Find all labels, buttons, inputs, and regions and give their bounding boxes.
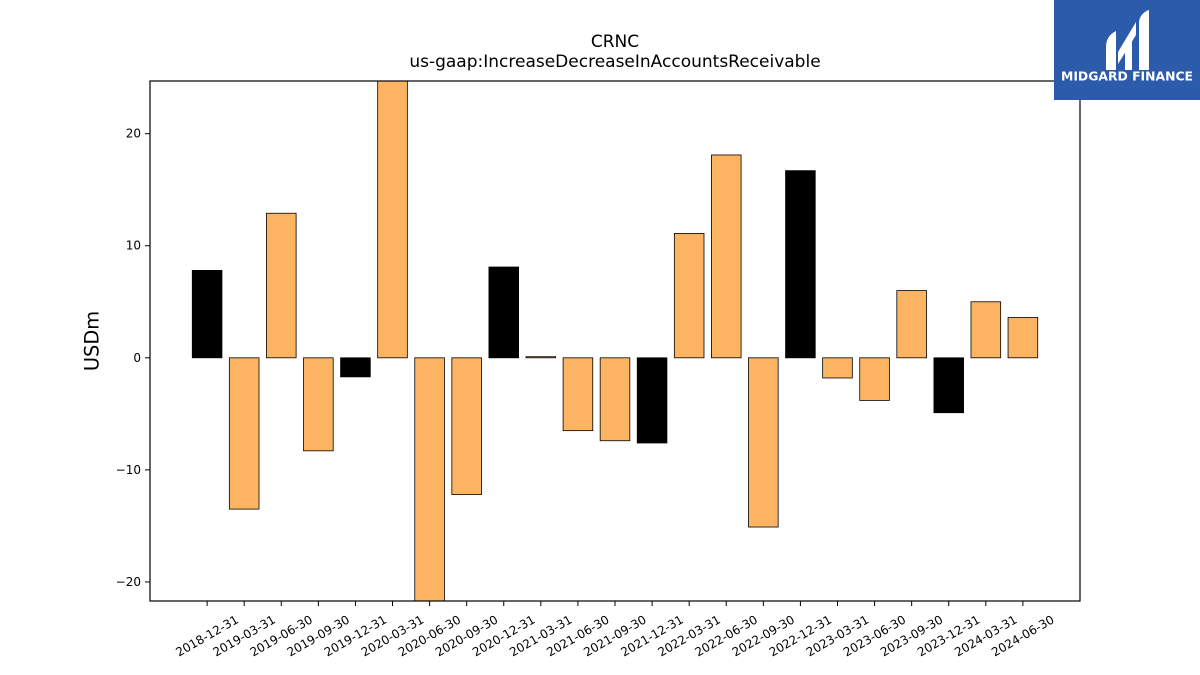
- bar-2021-06-30: [562, 357, 594, 432]
- bar-2022-06-30: [711, 154, 742, 359]
- bar-2020-12-31: [488, 266, 519, 359]
- midgard-logo-icon: [1106, 10, 1149, 70]
- bar-2019-03-31: [228, 357, 260, 510]
- bar-2024-06-30: [1007, 317, 1039, 359]
- bar-2023-09-30: [896, 290, 927, 359]
- bar-2022-12-31: [785, 170, 816, 359]
- bar-2023-06-30: [859, 357, 890, 401]
- midgard-finance-logo: MIDGARD FINANCE: [1054, 0, 1200, 100]
- bar-2021-03-31: [525, 356, 557, 359]
- bar-2019-12-31: [340, 357, 371, 378]
- bar-2021-12-31: [636, 357, 668, 444]
- bar-2022-03-31: [673, 233, 705, 359]
- bar-2020-09-30: [451, 357, 482, 495]
- chart-subtitle: us-gaap:IncreaseDecreaseInAccountsReceiv…: [409, 52, 820, 72]
- bar-2021-09-30: [599, 357, 631, 442]
- y-tick-label: −10: [116, 463, 141, 477]
- bar-2020-03-31: [377, 80, 408, 359]
- bar-2018-12-31: [191, 269, 223, 359]
- bar-2019-06-30: [266, 212, 297, 359]
- y-axis-label: USDm: [81, 311, 104, 371]
- y-tick-label: 0: [133, 351, 141, 365]
- chart-title: CRNC: [591, 32, 639, 52]
- bar-2019-09-30: [303, 357, 334, 452]
- bar-2023-12-31: [933, 357, 964, 414]
- y-tick-label: 20: [126, 127, 141, 141]
- y-tick-label: 10: [126, 239, 141, 253]
- y-axis: −20 −10 0 10 20: [116, 127, 150, 589]
- y-tick-label: −20: [116, 575, 141, 589]
- bar-series: [191, 80, 1039, 602]
- logo-text: MIDGARD FINANCE: [1061, 69, 1193, 84]
- bar-2023-03-31: [822, 357, 853, 379]
- bar-2024-03-31: [970, 301, 1002, 359]
- bar-2022-09-30: [748, 357, 779, 528]
- bar-2020-06-30: [414, 357, 445, 602]
